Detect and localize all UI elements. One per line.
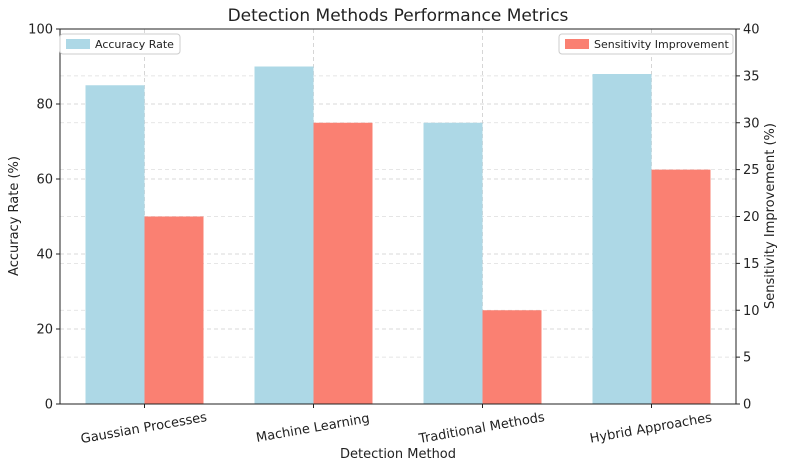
left-tick-label-4: 80 (36, 98, 53, 113)
right-tick-label-2: 10 (743, 304, 760, 319)
legend-label-sensitivity: Sensitivity Improvement (594, 38, 729, 51)
left-tick-label-5: 100 (28, 23, 53, 38)
legend-accuracy: Accuracy Rate (59, 33, 181, 55)
legend-swatch-accuracy (66, 39, 90, 49)
right-tick-label-8: 40 (743, 23, 760, 38)
left-y-axis-title: Accuracy Rate (%) (7, 156, 22, 276)
left-tick-label-0: 0 (45, 398, 53, 413)
left-tick-label-2: 40 (36, 248, 53, 263)
x-tick-label-1: Machine Learning (255, 411, 371, 446)
left-tick-label-3: 60 (36, 173, 53, 188)
bar-sensitivity-3 (651, 169, 711, 404)
right-tick-label-4: 20 (743, 210, 760, 225)
left-tick-label-1: 20 (36, 323, 53, 338)
bar-accuracy-0 (85, 85, 145, 404)
bar-sensitivity-1 (313, 122, 373, 404)
bar-sensitivity-2 (482, 310, 542, 404)
bar-accuracy-3 (592, 74, 652, 404)
bar-sensitivity-0 (144, 216, 204, 404)
legend-label-accuracy: Accuracy Rate (95, 38, 174, 51)
legend-sensitivity: Sensitivity Improvement (558, 33, 734, 55)
x-tick-label-0: Gaussian Processes (80, 410, 209, 447)
right-tick-label-5: 25 (743, 163, 760, 178)
right-tick-label-1: 5 (743, 351, 751, 366)
right-y-axis-title: Sensitivity Improvement (%) (763, 123, 778, 309)
right-tick-label-7: 35 (743, 69, 760, 84)
right-tick-label-0: 0 (743, 398, 751, 413)
x-axis-title: Detection Method (340, 447, 456, 462)
legend-swatch-sensitivity (565, 39, 589, 49)
x-tick-label-3: Hybrid Approaches (589, 410, 714, 446)
right-tick-label-6: 30 (743, 116, 760, 131)
x-tick-label-2: Traditional Methods (417, 410, 546, 447)
bars (85, 66, 711, 404)
bar-accuracy-2 (423, 122, 483, 404)
right-tick-label-3: 15 (743, 257, 760, 272)
chart-title: Detection Methods Performance Metrics (228, 6, 569, 26)
axes (56, 28, 740, 408)
bar-accuracy-1 (254, 66, 314, 404)
